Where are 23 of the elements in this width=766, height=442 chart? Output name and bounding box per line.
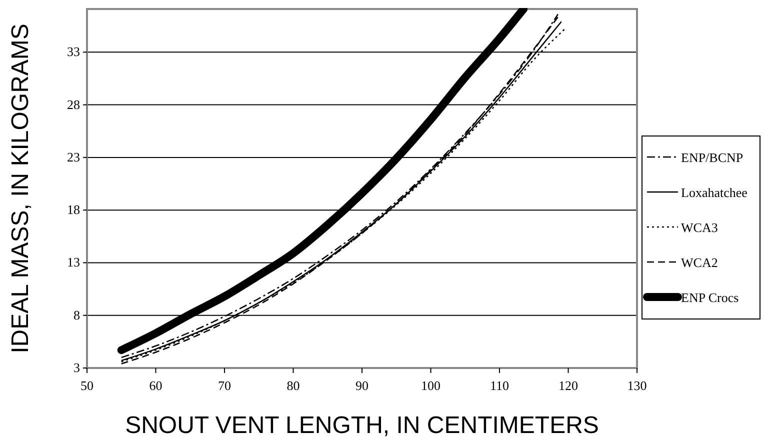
x-tick-label: 90 (356, 378, 368, 393)
y-tick-label: 13 (67, 254, 80, 270)
y-tick-label: 23 (67, 149, 80, 164)
x-tick-label: 60 (149, 378, 162, 393)
x-tick-label: 80 (286, 378, 300, 393)
legend-label: Loxahatchee (681, 185, 748, 200)
x-tick-label: 130 (627, 378, 647, 393)
x-tick-label: 100 (421, 378, 440, 393)
y-tick-label: 33 (67, 44, 80, 60)
y-tick-label: 18 (67, 202, 80, 218)
x-axis-title: SNOUT VENT LENGTH, IN CENTIMETERS (125, 412, 599, 439)
legend-label: ENP/BCNP (681, 150, 744, 165)
legend-label: WCA3 (681, 220, 718, 235)
x-tick-label: 120 (558, 378, 578, 393)
x-tick-label: 70 (218, 378, 231, 393)
x-tick-label: 110 (490, 378, 510, 393)
y-tick-label: 3 (74, 360, 80, 375)
y-axis-title: IDEAL MASS, IN KILOGRAMS (7, 24, 34, 354)
y-tick-label: 8 (74, 307, 80, 322)
x-tick-label: 50 (80, 378, 94, 393)
legend-label: WCA2 (681, 255, 718, 270)
legend-label: ENP Crocs (681, 290, 739, 305)
y-tick-label: 28 (67, 96, 80, 112)
